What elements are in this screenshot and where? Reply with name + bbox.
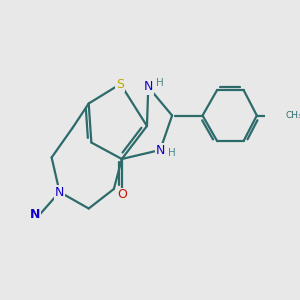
Text: H: H — [155, 78, 163, 88]
Text: H: H — [168, 148, 176, 158]
Text: CH₃: CH₃ — [286, 111, 300, 120]
Text: N: N — [55, 185, 64, 199]
Text: O: O — [117, 188, 127, 202]
Text: S: S — [116, 77, 124, 91]
Text: N: N — [30, 208, 40, 221]
Text: N: N — [155, 143, 165, 157]
Text: N: N — [144, 80, 153, 94]
